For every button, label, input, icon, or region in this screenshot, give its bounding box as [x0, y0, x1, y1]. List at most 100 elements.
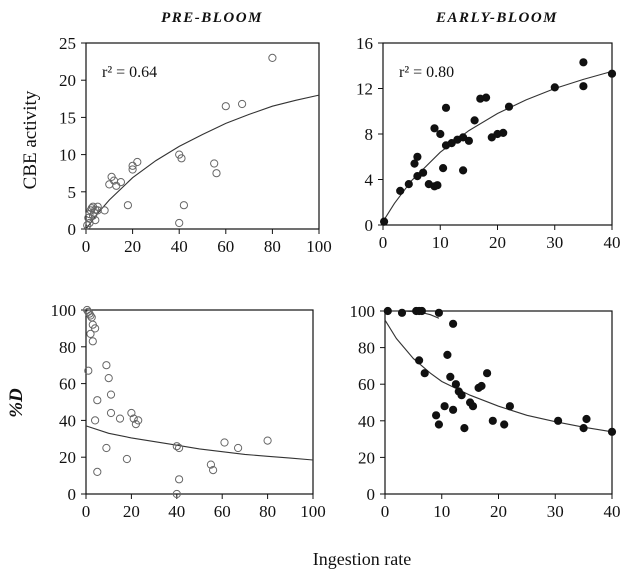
- data-point: [446, 372, 455, 381]
- data-point: [579, 424, 588, 433]
- data-point: [413, 152, 422, 161]
- data-point: [88, 211, 98, 220]
- x-tick-label: 60: [214, 502, 231, 521]
- data-point: [127, 408, 136, 418]
- data-point: [93, 467, 102, 476]
- data-point: [441, 103, 451, 112]
- data-point: [238, 99, 247, 109]
- data-point: [86, 311, 95, 320]
- data-point: [179, 201, 188, 210]
- data-point: [175, 475, 184, 484]
- data-point: [433, 181, 442, 190]
- y-tick-label: 4: [365, 171, 374, 190]
- data-point: [84, 213, 93, 222]
- data-point: [396, 186, 405, 195]
- data-point: [482, 93, 491, 102]
- y-tick-label: 20: [59, 448, 76, 467]
- chart-panel-earlybloom-d: 0 10 20 30 40 0 20 40 60 80 100: [350, 302, 621, 521]
- data-point: [104, 374, 113, 383]
- x-tick-label: 20: [123, 502, 140, 521]
- data-point: [91, 324, 100, 333]
- x-tick-label: 40: [168, 502, 185, 521]
- data-point: [106, 408, 116, 418]
- data-point: [100, 206, 109, 215]
- data-point: [579, 82, 588, 91]
- data-point: [419, 168, 428, 177]
- data-point: [460, 424, 469, 433]
- data-point: [449, 319, 458, 328]
- data-point: [449, 405, 458, 414]
- data-point: [268, 53, 277, 63]
- data-point: [210, 159, 219, 168]
- y-tick-label: 80: [59, 338, 76, 357]
- x-tick-label: 20: [490, 502, 507, 521]
- y-tick-label: 16: [356, 34, 373, 53]
- data-point: [133, 157, 142, 167]
- data-point: [488, 416, 497, 425]
- x-tick-label: 20: [124, 237, 141, 256]
- y-tick-label: 40: [59, 411, 76, 430]
- chart-panel-earlybloom-cbe: 0 10 20 30 40 0 4 8 12 16 r² = 0.80: [356, 34, 621, 252]
- x-tick-label: 30: [547, 502, 564, 521]
- data-point: [91, 416, 100, 425]
- data-point: [177, 154, 186, 163]
- y-tick-label: 0: [367, 485, 376, 504]
- data-point: [84, 366, 93, 375]
- y-tick-label: 15: [59, 108, 76, 127]
- data-point: [115, 414, 125, 423]
- data-point: [175, 218, 184, 228]
- fit-curve: [382, 70, 613, 222]
- data-point: [86, 329, 95, 338]
- x-tick-label: 30: [546, 233, 563, 252]
- y-tick-label: 20: [358, 448, 375, 467]
- data-point: [404, 180, 413, 189]
- x-tick-label: 10: [432, 233, 449, 252]
- data-point: [383, 306, 392, 316]
- y-tick-label: 5: [68, 183, 77, 202]
- data-point: [172, 442, 181, 451]
- chart-panel-prebloom-cbe: 0 20 40 60 80 100 0 5 10 15 20 25 r² = 0.64: [59, 34, 332, 256]
- x-tick-label: 100: [300, 502, 326, 521]
- data-point: [102, 443, 111, 453]
- y-tick-label: 60: [358, 375, 375, 394]
- data-point: [439, 164, 448, 173]
- x-tick-label: 0: [379, 233, 388, 252]
- fit-curve: [85, 94, 320, 230]
- data-point: [410, 159, 419, 168]
- data-point: [434, 308, 443, 317]
- y-tick-label: 20: [59, 71, 76, 90]
- data-point: [468, 402, 478, 411]
- x-tick-label: 40: [604, 233, 621, 252]
- data-point: [134, 416, 143, 425]
- data-point: [432, 411, 441, 420]
- data-point: [212, 169, 221, 178]
- data-point: [607, 69, 617, 78]
- x-tick-label: 60: [217, 237, 234, 256]
- data-point: [457, 391, 466, 400]
- data-point: [579, 58, 588, 67]
- fit-curve-upper: [385, 310, 440, 319]
- r-squared-annotation: r² = 0.64: [102, 64, 157, 81]
- data-point: [220, 438, 229, 447]
- plot-frame: [85, 42, 320, 230]
- ylabel-cbe-activity: CBE activity: [20, 90, 41, 189]
- data-point: [123, 201, 133, 210]
- y-tick-label: 100: [350, 302, 376, 321]
- data-point: [550, 83, 559, 92]
- data-point: [397, 308, 407, 317]
- data-point: [93, 396, 102, 405]
- data-point: [470, 116, 479, 125]
- data-point: [436, 129, 445, 139]
- y-tick-label: 10: [59, 146, 76, 165]
- fit-curve: [85, 425, 314, 461]
- plot-frame: [85, 309, 314, 495]
- data-point: [483, 369, 492, 378]
- x-tick-label: 40: [171, 237, 188, 256]
- x-tick-label: 0: [82, 502, 91, 521]
- data-point: [105, 180, 114, 189]
- data-point: [116, 178, 126, 187]
- chart-panel-prebloom-d: 0 20 40 60 80 100 0 20 40 60 80 100: [51, 301, 326, 521]
- data-point: [430, 124, 439, 133]
- data-point: [234, 443, 243, 453]
- data-point: [500, 420, 509, 429]
